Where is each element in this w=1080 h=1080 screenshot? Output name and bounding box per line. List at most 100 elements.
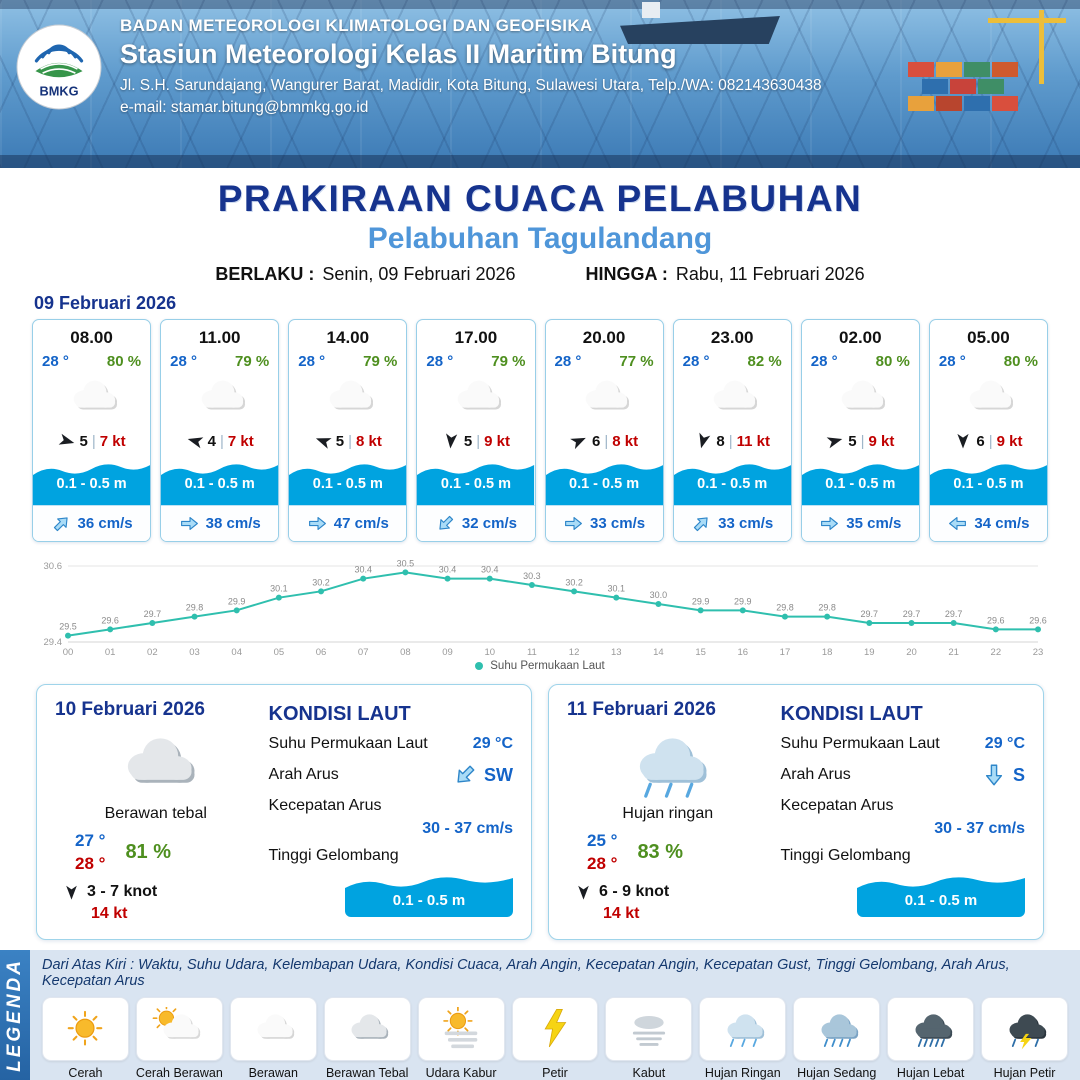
sst-value: 29 °C (984, 735, 1025, 752)
current-direction-icon (51, 513, 72, 534)
valid-from-value: Senin, 09 Februari 2026 (322, 264, 516, 284)
temperature-max: 28 ° (75, 854, 106, 873)
agency-name: BADAN METEOROLOGI KLIMATOLOGI DAN GEOFIS… (120, 16, 593, 35)
wind-speed: 5 (463, 432, 473, 450)
wave-height-band: 0.1 - 0.5 m (545, 459, 663, 505)
wind-range: 3 - 7 knot (87, 883, 158, 900)
wind-speed: 6 (976, 432, 985, 450)
svg-text:20: 20 (906, 647, 917, 658)
wave-icon (545, 464, 663, 505)
header-illustration (0, 0, 1080, 168)
separator: | (348, 432, 352, 450)
sst-label: Suhu Permukaan Laut (268, 735, 428, 752)
wave-height-band: 0.1 - 0.5 m (289, 459, 407, 505)
legend-item: Cerah Berawan (135, 997, 223, 1080)
page-title: PRAKIRAAN CUACA PELABUHAN (217, 178, 863, 219)
forecast-time: 14.00 (326, 328, 370, 347)
wave-height-value: 0.1 - 0.5 m (904, 891, 978, 909)
current-speed: 47 cm/s (333, 515, 389, 532)
wave-icon (161, 464, 279, 505)
forecast-time: 05.00 (967, 328, 1010, 347)
current-direction-icon (563, 513, 584, 534)
medium-rain-icon (793, 997, 881, 1061)
svg-text:30.1: 30.1 (270, 584, 288, 594)
sea-surface-temperature-chart: 30.6 29.4 29.5 00 29.6 01 29.7 02 29.8 03 29.9 04 30… (28, 550, 1052, 672)
wave-icon (33, 464, 151, 505)
hourly-card-1700: 17.00 28 ° 79 % 5 | 9 kt 0.1 - 0.5 m 32 cm/… (416, 319, 536, 542)
wind-direction-icon (570, 432, 588, 450)
svg-text:29.6: 29.6 (101, 615, 119, 625)
wind-gust: 7 kt (227, 432, 254, 450)
wave-height-band: 0.1 - 0.5 m (857, 873, 1025, 917)
current-direction-label: Arah Arus (780, 766, 851, 783)
svg-text:29.5: 29.5 (59, 622, 77, 632)
legend-item: Hujan Sedang (793, 997, 881, 1080)
wave-height: 0.1 - 0.5 m (440, 476, 511, 492)
humidity: 79 % (235, 353, 270, 370)
forecast-time: 20.00 (582, 328, 626, 347)
humidity: 82 % (747, 353, 782, 370)
hourly-forecast-row: 08.00 28 ° 80 % 5 | 7 kt 0.1 - 0.5 m 36 cm/… (32, 319, 1048, 542)
svg-text:09: 09 (442, 647, 453, 658)
wave-height-band: 0.1 - 0.5 m (417, 459, 535, 505)
separator: | (91, 432, 96, 450)
svg-text:07: 07 (358, 647, 369, 658)
svg-text:29.7: 29.7 (144, 609, 162, 619)
svg-text:30.3: 30.3 (523, 571, 541, 581)
separator: | (728, 432, 733, 450)
wave-height-value: 0.1 - 0.5 m (392, 891, 466, 909)
svg-text:17: 17 (780, 647, 791, 658)
daily-card-10-feb: 10 Februari 2026 Berawan tebal 27 ° 28 °… (36, 684, 532, 940)
cloudy-weather-icon (674, 370, 791, 426)
forecast-time: 11.00 (198, 328, 241, 347)
svg-text:16: 16 (737, 647, 748, 658)
svg-text:18: 18 (822, 647, 833, 658)
wind-direction-icon (442, 432, 460, 450)
sea-conditions-heading: KONDISI LAUT (268, 703, 411, 725)
wave-height: 0.1 - 0.5 m (184, 476, 255, 492)
legend-item: Hujan Ringan (699, 997, 787, 1080)
wave-height: 0.1 - 0.5 m (825, 476, 896, 492)
legend-item: Cerah (42, 997, 129, 1080)
svg-text:01: 01 (105, 647, 116, 658)
sst-value: 29 °C (472, 735, 513, 752)
wave-height-band: 0.1 - 0.5 m (929, 459, 1047, 505)
svg-text:11: 11 (527, 647, 537, 658)
svg-text:30.2: 30.2 (565, 577, 583, 587)
crane-icon (1039, 10, 1044, 84)
air-temperature: 28 ° (426, 353, 454, 370)
cloudy-weather-icon (546, 370, 663, 426)
current-direction-icon (179, 513, 200, 534)
current-direction-icon (947, 513, 968, 534)
separator: | (988, 432, 993, 450)
wave-icon (857, 877, 1025, 917)
svg-text:29.8: 29.8 (776, 603, 794, 613)
legend-section: LEGENDA Dari Atas Kiri : Waktu, Suhu Uda… (0, 950, 1080, 1080)
hourly-card-0200: 02.00 28 ° 80 % 5 | 9 kt 0.1 - 0.5 m 35 cm/… (800, 319, 920, 542)
legend-note: Dari Atas Kiri : Waktu, Suhu Udara, Kele… (42, 957, 1010, 989)
separator: | (219, 432, 224, 450)
wave-height: 0.1 - 0.5 m (312, 476, 383, 492)
current-speed-value: 30 - 37 cm/s (934, 820, 1025, 837)
sea-conditions-heading: KONDISI LAUT (780, 703, 923, 725)
wave-height-label: Tinggi Gelombang (268, 847, 399, 864)
svg-text:23: 23 (1033, 647, 1044, 658)
svg-text:30.6: 30.6 (44, 561, 63, 572)
forecast-time: 23.00 (710, 328, 754, 347)
wind-gust: 8 kt (612, 432, 639, 450)
svg-text:04: 04 (231, 647, 242, 658)
legend-item: Petir (511, 997, 599, 1080)
wind-speed: 5 (848, 432, 857, 450)
svg-text:12: 12 (569, 647, 580, 658)
wind-direction-icon (954, 432, 972, 450)
wave-icon (801, 464, 919, 505)
cloudy-weather-icon (33, 370, 150, 426)
cloudy-weather-icon (802, 370, 919, 426)
humidity: 80 % (1003, 353, 1038, 370)
legend-item: Berawan Tebal (323, 997, 411, 1080)
wind-gust: 11 kt (736, 432, 770, 450)
current-direction-icon (819, 513, 840, 534)
daily-forecast-row: 10 Februari 2026 Berawan tebal 27 ° 28 °… (36, 684, 1044, 940)
svg-text:05: 05 (274, 647, 285, 658)
wind-direction-icon (575, 884, 592, 901)
